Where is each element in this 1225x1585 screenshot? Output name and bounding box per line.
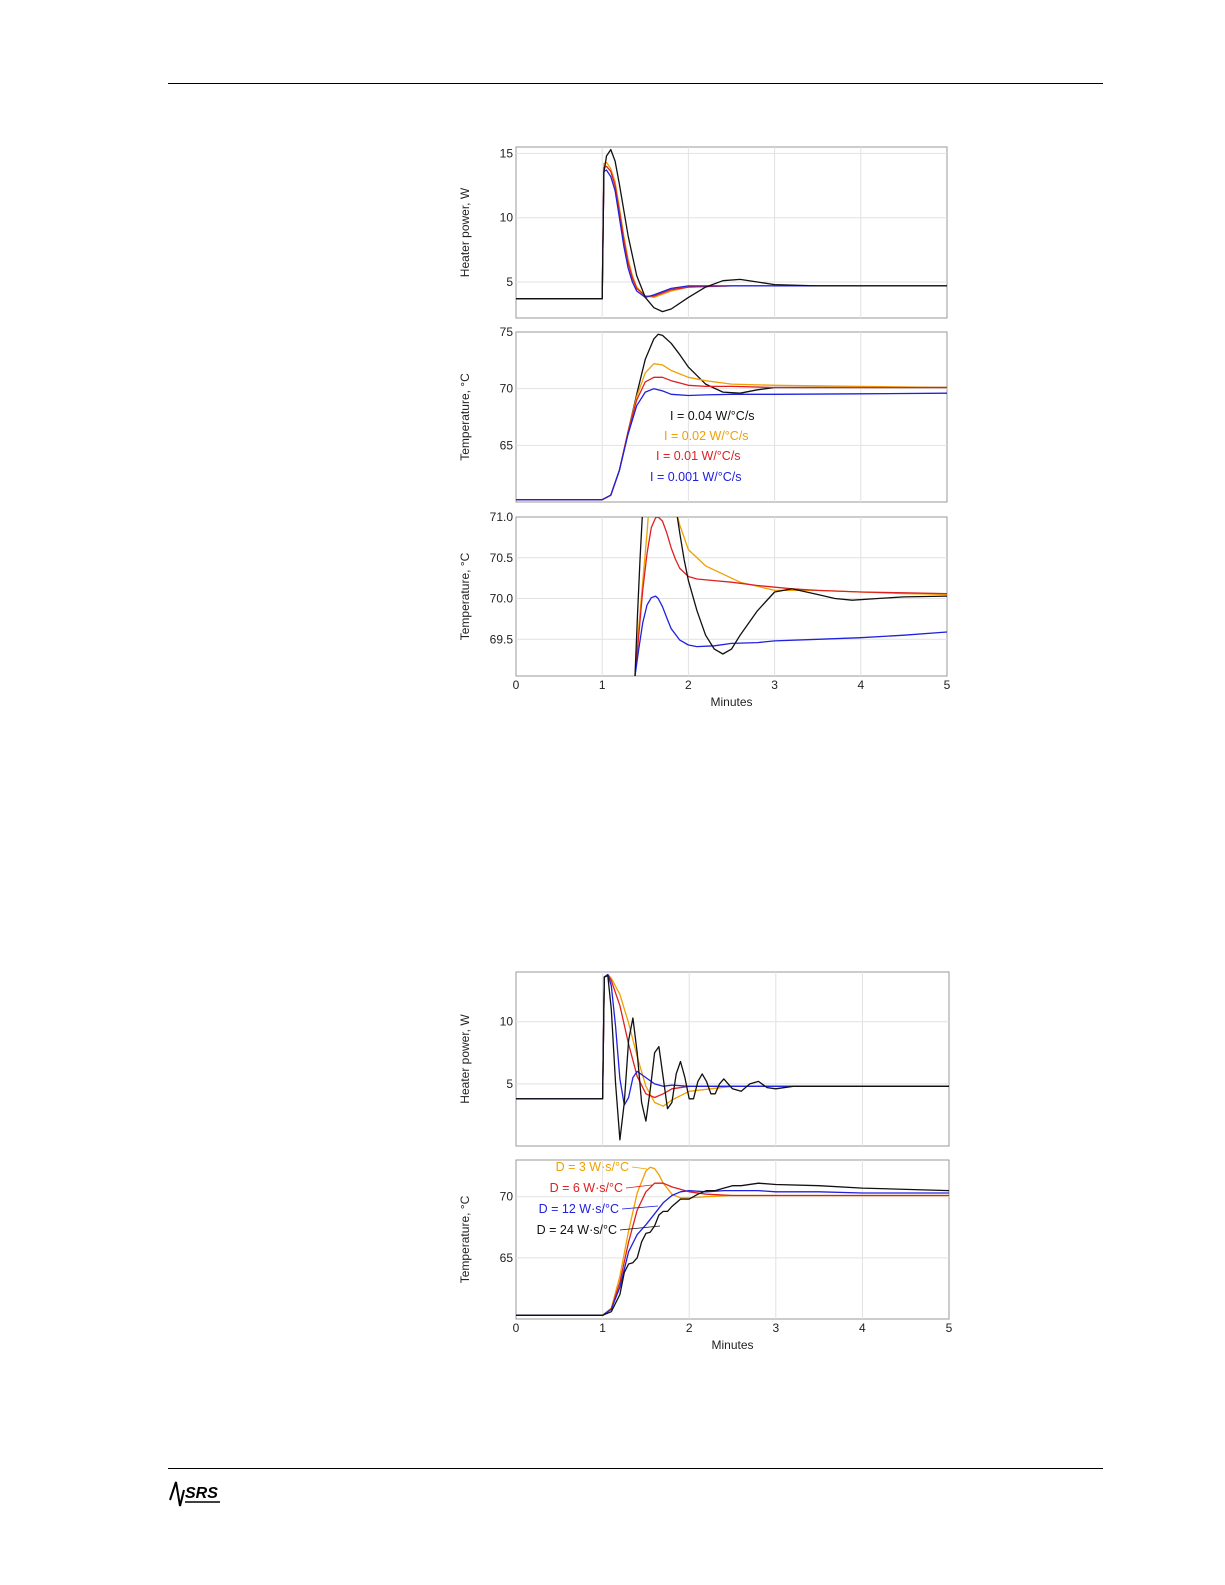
series-group xyxy=(516,1166,949,1316)
srs-logo-wave-icon xyxy=(169,1481,185,1507)
x-tick-label: 5 xyxy=(944,678,951,692)
chart-panel: 69.5 70.0 70.5 71.0 0 1 2 3 4 5 Temperature, °C Min… xyxy=(458,510,951,709)
series-line xyxy=(516,1182,949,1316)
legend-leader-line xyxy=(619,1225,661,1231)
chart-panel: 5 10 15 Heater power, W xyxy=(458,146,948,319)
series-group xyxy=(516,333,947,501)
y-tick-label: 69.5 xyxy=(490,632,514,646)
series-line xyxy=(516,388,947,501)
series-group xyxy=(516,148,947,313)
legend-entry: D = 3 W·s/°C xyxy=(556,1160,629,1174)
plot-area xyxy=(515,971,950,1147)
legend-entry: D = 6 W·s/°C xyxy=(550,1181,623,1195)
y-tick-label: 70 xyxy=(500,1190,514,1204)
y-tick-label: 5 xyxy=(506,275,513,289)
x-tick-label: 1 xyxy=(599,678,606,692)
y-tick-label: 5 xyxy=(506,1077,513,1091)
header-rule xyxy=(168,83,1103,84)
y-tick-label: 70.0 xyxy=(490,592,514,606)
legend-entry: I = 0.001 W/°C/s xyxy=(650,470,742,484)
chart-panel: 5 10 Heater power, W xyxy=(458,971,950,1147)
series-line xyxy=(516,148,947,313)
footer-rule xyxy=(168,1468,1103,1469)
plot-area xyxy=(515,146,948,319)
series-group xyxy=(634,517,947,676)
x-axis-label: Minutes xyxy=(710,695,752,709)
legend-leader-line xyxy=(621,1205,659,1210)
x-tick-label: 4 xyxy=(859,1321,866,1335)
y-axis-label: Temperature, °C xyxy=(458,552,472,640)
series-line xyxy=(516,1182,949,1316)
y-tick-label: 10 xyxy=(500,1015,514,1029)
x-axis-label: Minutes xyxy=(711,1338,753,1352)
series-line xyxy=(634,517,947,676)
x-tick-label: 4 xyxy=(857,678,864,692)
y-axis-label: Temperature, °C xyxy=(458,373,472,461)
y-tick-label: 70 xyxy=(500,382,514,396)
y-tick-label: 10 xyxy=(500,211,514,225)
y-axis-label: Heater power, W xyxy=(458,187,472,277)
plot-area xyxy=(515,516,948,677)
series-line xyxy=(634,595,947,676)
chart-panel: 65 70 75 Temperature, °C I = 0.04 W/°C/s I = … xyxy=(458,325,948,503)
y-tick-label: 71.0 xyxy=(490,510,514,524)
x-tick-label: 3 xyxy=(771,678,778,692)
series-group xyxy=(516,973,949,1141)
series-line xyxy=(516,1189,949,1316)
srs-logo-text: SRS xyxy=(185,1485,218,1502)
x-tick-label: 0 xyxy=(513,678,520,692)
x-tick-label: 2 xyxy=(686,1321,693,1335)
legend-leader-line xyxy=(631,1166,648,1170)
legend-entry: D = 12 W·s/°C xyxy=(539,1202,619,1216)
x-tick-label: 5 xyxy=(946,1321,953,1335)
y-tick-label: 65 xyxy=(500,1251,514,1265)
y-axis-label: Temperature, °C xyxy=(458,1195,472,1283)
x-tick-label: 3 xyxy=(772,1321,779,1335)
x-tick-label: 1 xyxy=(599,1321,606,1335)
legend-entry: D = 24 W·s/°C xyxy=(537,1223,617,1237)
x-tick-label: 2 xyxy=(685,678,692,692)
y-axis-label: Heater power, W xyxy=(458,1014,472,1104)
x-tick-label: 0 xyxy=(513,1321,520,1335)
y-tick-label: 70.5 xyxy=(490,551,514,565)
series-line xyxy=(634,517,947,676)
legend-entry: I = 0.02 W/°C/s xyxy=(664,429,749,443)
y-tick-label: 75 xyxy=(500,325,514,339)
series-line xyxy=(516,975,949,1141)
y-tick-label: 65 xyxy=(500,438,514,452)
legend-entry: I = 0.01 W/°C/s xyxy=(656,449,741,463)
srs-logo: SRS xyxy=(169,1481,220,1507)
plot-area xyxy=(515,1159,950,1320)
y-tick-label: 15 xyxy=(500,146,514,160)
chart-panel: 65 70 0 1 2 3 4 5 Temperature, °C Minutes D = 3 W·… xyxy=(458,1159,953,1352)
plot-area xyxy=(515,331,948,503)
legend-leader-line xyxy=(625,1184,653,1189)
legend-entry: I = 0.04 W/°C/s xyxy=(670,409,755,423)
